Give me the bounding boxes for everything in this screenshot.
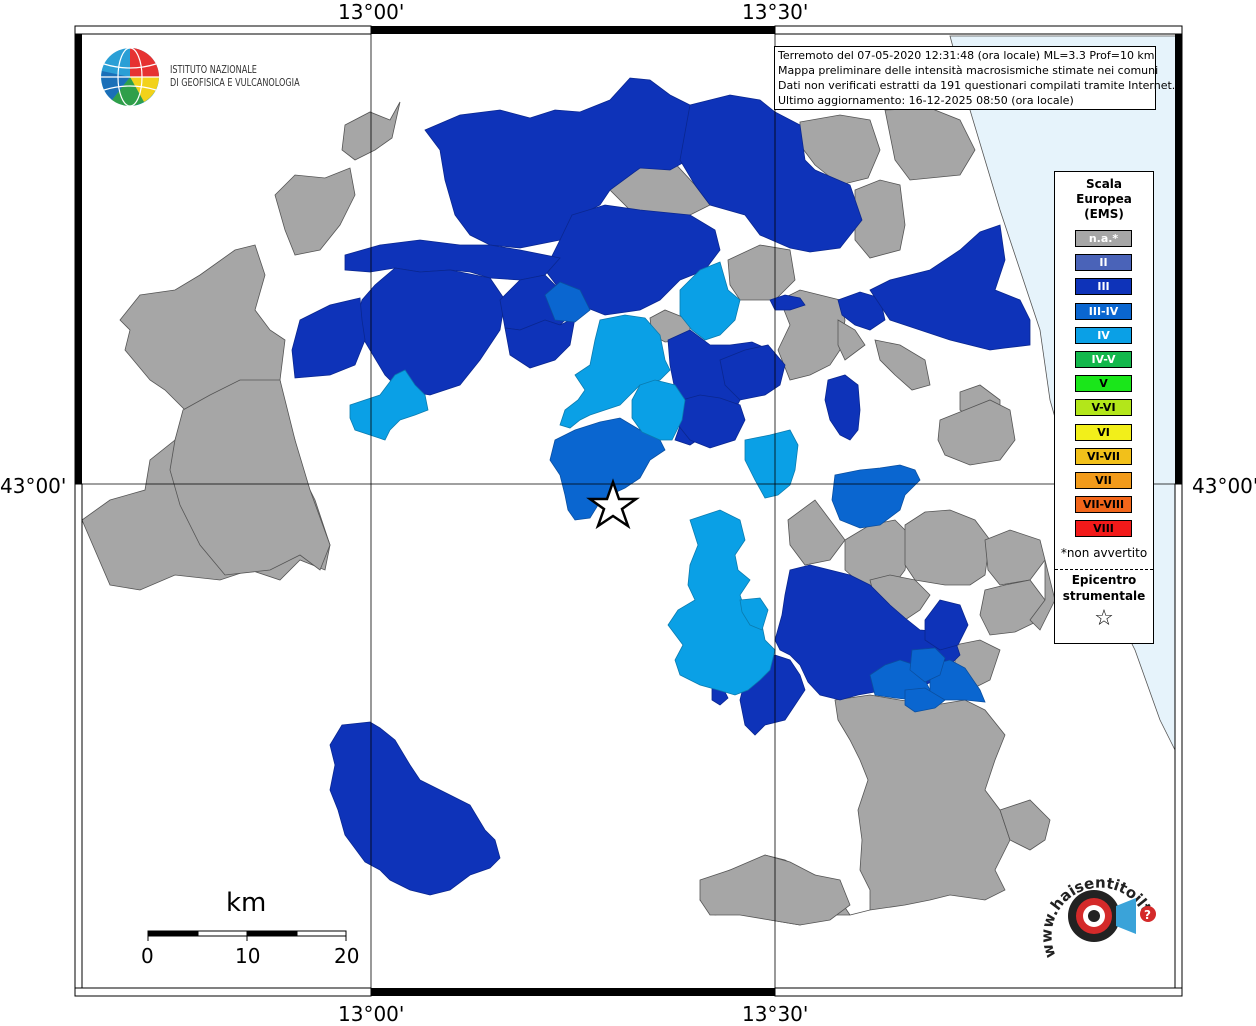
info-line-4: Ultimo aggiornamento: 16-12-2025 08:50 (… — [778, 94, 1074, 107]
coord-bottom-1: 13°00' — [338, 1002, 405, 1026]
legend-title-line1: Scala — [1085, 177, 1123, 191]
info-line-2: Mappa preliminare delle intensità macros… — [778, 64, 1159, 77]
legend-epicenter-line2: strumentale — [1062, 589, 1146, 603]
legend-item: IV-V — [1075, 351, 1132, 368]
legend-item: VI — [1075, 423, 1132, 441]
info-line-3: Dati non verificati estratti da 191 ques… — [778, 79, 1176, 92]
legend-item: II — [1075, 254, 1132, 272]
ingv-globe-icon — [101, 47, 159, 107]
legend-item: III — [1075, 278, 1132, 296]
legend-item: VII-VIII — [1075, 496, 1132, 514]
ingv-logo: ISTITUTO NAZIONALE DI GEOFISICA E VULCAN… — [100, 46, 320, 110]
ingv-line1: ISTITUTO NAZIONALE — [170, 63, 257, 76]
legend-item: VI-VII — [1075, 447, 1132, 465]
legend-item: VII — [1075, 472, 1132, 489]
legend-item: n.a.* — [1075, 230, 1132, 247]
svg-text:?: ? — [1144, 908, 1151, 922]
legend-item: VIII — [1075, 520, 1132, 538]
legend-epicenter-label: Epicentro strumentale — [1055, 572, 1153, 604]
scale-tick-20: 20 — [334, 944, 360, 968]
scale-unit: km — [226, 888, 267, 918]
legend-title: Scala Europea (EMS) — [1055, 177, 1153, 222]
municipalities-na — [81, 101, 1056, 926]
legend-star-icon: ☆ — [1094, 606, 1114, 631]
event-info-box: Terremoto del 07-05-2020 12:31:48 (ora l… — [774, 46, 1176, 110]
map-frame — [74, 25, 1183, 997]
legend-epicenter-line1: Epicentro — [1071, 573, 1137, 587]
municipalities-III-IV — [544, 281, 986, 713]
scale-tick-0: 0 — [141, 944, 154, 968]
map-grid — [75, 30, 1182, 992]
coord-top-2: 13°30' — [742, 0, 809, 24]
scale-bar — [147, 930, 347, 941]
scale-tick-10: 10 — [235, 944, 261, 968]
ems-legend: Scala Europea (EMS) n.a.* II III III-IV IV IV… — [1054, 171, 1154, 644]
legend-note: *non avvertito — [1060, 546, 1148, 560]
epicenter-star — [586, 478, 640, 530]
legend-item: IV — [1075, 326, 1132, 344]
legend-item: V — [1075, 375, 1132, 393]
coord-right: 43°00' — [1192, 474, 1256, 498]
coord-left: 43°00' — [0, 474, 67, 498]
haisentito-logo: www.haisentitoilterremoto.it ? — [1028, 842, 1164, 976]
municipalities-III — [291, 77, 1031, 896]
coord-bottom-2: 13°30' — [742, 1002, 809, 1026]
legend-title-line3: (EMS) — [1084, 207, 1124, 221]
municipalities-IV — [349, 261, 799, 696]
ingv-name: ISTITUTO NAZIONALE DI GEOFISICA E VULCAN… — [170, 63, 300, 89]
ingv-line2: DI GEOFISICA E VULCANOLOGIA — [170, 76, 300, 89]
legend-separator — [1055, 569, 1153, 570]
legend-title-line2: Europea — [1076, 192, 1132, 206]
info-line-1: Terremoto del 07-05-2020 12:31:48 (ora l… — [778, 49, 1155, 62]
legend-item: III-IV — [1075, 302, 1132, 320]
legend-item: V-VI — [1075, 399, 1132, 417]
coord-top-1: 13°00' — [338, 0, 405, 24]
